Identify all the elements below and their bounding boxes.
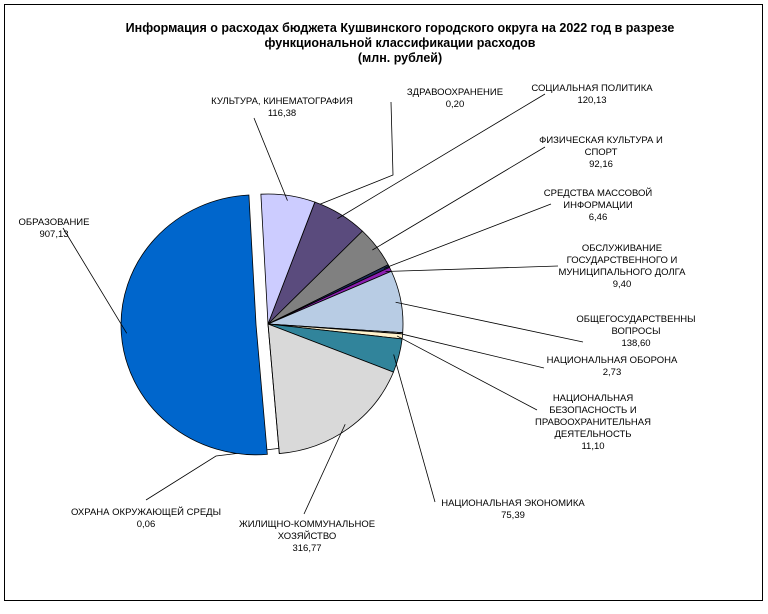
slice-label-4-line-1: СРЕДСТВА МАССОВОЙ	[544, 187, 653, 199]
slice-value-7: 2,73	[603, 367, 622, 378]
leader-line-3	[372, 146, 546, 251]
slice-value-10: 316,77	[292, 543, 321, 554]
slice-label-6: ОБЩЕГОСУДАРСТВЕННЫ ВОПРОСЫ 138,60	[576, 314, 695, 349]
slice-value-8: 11,10	[581, 441, 604, 452]
slice-label-10: ЖИЛИЩНО-КОММУНАЛЬНОЕ ХОЗЯЙСТВО 316,77	[239, 519, 375, 554]
slice-label-6-line-1: ОБЩЕГОСУДАРСТВЕННЫ	[576, 314, 695, 325]
slice-label-5-line-3: МУНИЦИПАЛЬНОГО ДОЛГА	[558, 267, 686, 278]
slice-label-11: ОХРАНА ОКРУЖАЮЩЕЙ СРЕДЫ 0,06	[71, 506, 221, 530]
slice-label-5-line-2: ГОСУДАРСТВЕННОГО И	[567, 255, 678, 266]
slice-value-2: 120,13	[577, 95, 606, 106]
leader-line-1	[312, 101, 394, 208]
slice-label-2: СОЦИАЛЬНАЯ ПОЛИТИКА 120,13	[531, 83, 653, 106]
slice-label-9-line-1: НАЦИОНАЛЬНАЯ ЭКОНОМИКА	[441, 498, 585, 509]
slice-label-9: НАЦИОНАЛЬНАЯ ЭКОНОМИКА 75,39	[441, 498, 585, 521]
slice-label-5: ОБСЛУЖИВАНИЕ ГОСУДАРСТВЕННОГО И МУНИЦИПАЛЬ…	[558, 243, 686, 290]
slice-label-8-line-4: ДЕЯТЕЛЬНОСТЬ	[554, 429, 631, 440]
slice-label-3: ФИЗИЧЕСКАЯ КУЛЬТУРА И СПОРТ 92,16	[539, 135, 663, 170]
pie-slice-11	[267, 323, 280, 454]
slice-label-4: СРЕДСТВА МАССОВОЙ ИНФОРМАЦИИ 6,46	[544, 187, 653, 223]
leader-line-4	[383, 203, 552, 269]
slice-label-11-line-1: ОХРАНА ОКРУЖАЮЩЕЙ СРЕДЫ	[71, 506, 221, 518]
leader-line-13	[253, 117, 288, 201]
slice-value-6: 138,60	[621, 338, 650, 349]
slice-label-7: НАЦИОНАЛЬНАЯ ОБОРОНА 2,73	[547, 355, 678, 378]
slice-label-13-line-1: КУЛЬТУРА, КИНЕМАТОГРАФИЯ	[211, 96, 353, 107]
leader-line-11	[145, 447, 279, 501]
slice-value-12: 907,13	[39, 229, 68, 240]
slice-label-3-line-2: СПОРТ	[585, 147, 618, 158]
slice-label-7-line-1: НАЦИОНАЛЬНАЯ ОБОРОНА	[547, 355, 678, 366]
leader-line-5	[385, 265, 559, 272]
pie-slice-10	[267, 323, 394, 454]
leader-line-6	[395, 301, 584, 343]
slice-value-1: 0,20	[446, 99, 465, 110]
chart-title-line-2: функциональной классификации расходов	[264, 36, 536, 50]
slice-label-2-line-1: СОЦИАЛЬНАЯ ПОЛИТИКА	[531, 83, 653, 94]
pie-slice-12	[120, 194, 268, 456]
leader-line-9	[393, 354, 436, 503]
slice-value-13: 116,38	[268, 108, 296, 119]
slice-label-12-line-1: ОБРАЗОВАНИЕ	[19, 217, 90, 228]
slice-value-3: 92,16	[589, 159, 613, 170]
pie-slice-13	[260, 193, 316, 325]
leader-line-10	[303, 424, 346, 515]
slice-label-5-line-1: ОБСЛУЖИВАНИЕ	[582, 243, 662, 254]
chart-title: Информация о расходах бюджета Кушвинског…	[120, 21, 680, 66]
slice-label-1: ЗДРАВООХРАНЕНИЕ 0,20	[407, 87, 503, 110]
slice-label-10-line-2: ХОЗЯЙСТВО	[278, 530, 337, 542]
slice-label-8-line-3: ПРАВООХРАНИТЕЛЬНАЯ	[535, 417, 651, 428]
slice-label-13: КУЛЬТУРА, КИНЕМАТОГРАФИЯ 116,38	[211, 96, 353, 119]
slice-label-8-line-1: НАЦИОНАЛЬНАЯ	[553, 393, 634, 404]
chart-title-line-3: (млн. рублей)	[357, 51, 443, 65]
slice-label-1-line-1: ЗДРАВООХРАНЕНИЕ	[407, 87, 503, 98]
slice-value-9: 75,39	[501, 510, 525, 521]
slice-label-8-line-2: БЕЗОПАСНОСТЬ И	[549, 405, 637, 416]
leader-line-12	[62, 227, 128, 334]
slice-value-11: 0,06	[137, 519, 156, 530]
slice-label-12: ОБРАЗОВАНИЕ 907,13	[19, 217, 90, 240]
slice-label-4-line-2: ИНФОРМАЦИИ	[563, 200, 633, 211]
leader-line-2	[337, 93, 546, 219]
slice-label-10-line-1: ЖИЛИЩНО-КОММУНАЛЬНОЕ	[239, 519, 375, 530]
leader-line-8	[396, 335, 538, 411]
leader-line-7	[397, 332, 545, 369]
chart-title-line-1: Информация о расходах бюджета Кушвинског…	[125, 21, 675, 35]
slice-label-3-line-1: ФИЗИЧЕСКАЯ КУЛЬТУРА И	[539, 135, 663, 146]
slice-label-8: НАЦИОНАЛЬНАЯ БЕЗОПАСНОСТЬ И ПРАВООХРАНИТЕЛ…	[535, 393, 651, 452]
slice-label-6-line-2: ВОПРОСЫ	[611, 326, 660, 337]
slice-value-4: 6,46	[589, 212, 608, 223]
slice-value-5: 9,40	[613, 279, 632, 290]
